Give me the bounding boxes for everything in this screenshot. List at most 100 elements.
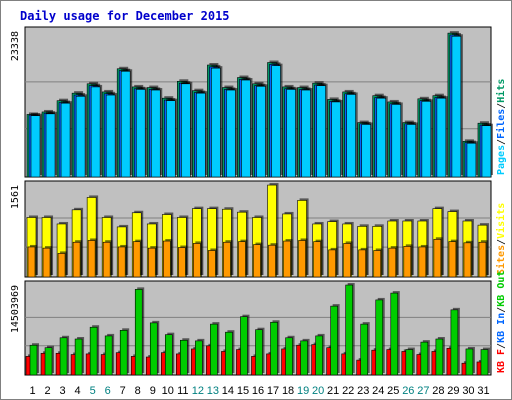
bar-sites-day-2 (42, 247, 51, 278)
x-tick-label-day-20: 20 (312, 385, 324, 397)
x-tick-label-day-9: 9 (150, 385, 156, 397)
x-tick-label-day-18: 18 (282, 385, 294, 397)
bar-pages-day-27 (421, 101, 432, 178)
bar-pages-day-26 (406, 124, 417, 178)
bar-sites-day-5 (87, 240, 96, 278)
bar-kb-out-day-6 (104, 335, 113, 376)
bar-pages-day-3 (60, 102, 71, 178)
bar-pages-day-16 (256, 85, 266, 178)
bar-sites-day-9 (147, 247, 156, 278)
bar-kb-out-day-7 (119, 330, 128, 376)
bar-sites-day-19 (298, 240, 306, 278)
bar-sites-day-17 (268, 244, 276, 278)
x-tick-label-day-16: 16 (252, 385, 264, 397)
legend-separator: / (496, 307, 507, 313)
bar-sites-day-22 (343, 243, 351, 278)
bar-pages-day-8 (135, 89, 146, 178)
bar-kb-out-day-3 (59, 337, 68, 376)
bar-sites-day-21 (328, 249, 336, 278)
bar-sites-day-20 (313, 241, 321, 278)
x-tick-label-day-7: 7 (120, 385, 126, 397)
legend-separator: / (496, 239, 507, 245)
bar-kb-out-day-17 (270, 321, 278, 376)
x-tick-label-day-3: 3 (60, 385, 66, 397)
bar-kb-out-day-15 (240, 316, 248, 376)
bar-kb-out-day-25 (390, 292, 399, 376)
bar-sites-day-18 (283, 240, 291, 278)
bar-sites-day-31 (478, 241, 487, 278)
bar-pages-day-10 (165, 100, 176, 178)
bar-pages-day-18 (286, 89, 296, 178)
x-tick-label-day-27: 27 (417, 385, 429, 397)
bar-pages-day-20 (316, 85, 326, 178)
bar-kb-out-day-13 (210, 323, 218, 376)
bar-pages-day-9 (150, 89, 161, 178)
bar-kb-out-day-16 (255, 329, 263, 376)
legend-separator: / (496, 139, 507, 145)
chart-title: Daily usage for December 2015 (20, 9, 230, 23)
bar-pages-day-22 (346, 94, 356, 178)
bar-sites-day-11 (178, 247, 186, 278)
bar-pages-day-31 (481, 125, 492, 178)
bar-sites-day-16 (253, 244, 261, 278)
bar-pages-day-13 (211, 67, 221, 178)
bar-pages-day-25 (391, 104, 402, 178)
bar-kb-out-day-21 (330, 305, 338, 376)
bar-kb-out-day-30 (465, 348, 474, 376)
x-tick-label-day-6: 6 (105, 385, 111, 397)
bar-pages-day-7 (120, 70, 131, 178)
x-tick-label-day-22: 22 (342, 385, 354, 397)
bar-sites-day-15 (238, 241, 246, 278)
x-tick-label-day-1: 1 (29, 385, 35, 397)
x-tick-label-day-5: 5 (90, 385, 96, 397)
bar-sites-day-29 (448, 241, 457, 278)
bar-kb-out-day-5 (89, 326, 98, 376)
legend-kb-out: KB Out (496, 271, 507, 307)
bar-sites-day-14 (223, 241, 231, 278)
x-tick-label-day-2: 2 (44, 385, 50, 397)
bar-kb-out-day-10 (164, 334, 173, 376)
x-tick-label-day-8: 8 (135, 385, 141, 397)
bar-sites-day-25 (388, 247, 397, 278)
legend-files: Files (495, 109, 507, 139)
bar-kb-out-day-19 (300, 340, 308, 376)
bar-pages-day-15 (241, 79, 251, 178)
bar-kb-out-day-9 (149, 322, 158, 376)
bar-kb-out-day-11 (180, 339, 188, 376)
bar-pages-day-14 (226, 89, 236, 178)
x-tick-label-day-12: 12 (192, 385, 204, 397)
x-tick-label-day-26: 26 (402, 385, 414, 397)
bar-kb-out-day-22 (345, 284, 353, 376)
bar-pages-day-4 (75, 95, 86, 178)
bar-pages-day-30 (466, 142, 477, 178)
x-tick-label-day-19: 19 (297, 385, 309, 397)
bar-sites-day-7 (117, 246, 126, 278)
bar-sites-day-13 (208, 250, 216, 278)
bar-sites-day-23 (358, 249, 367, 278)
bar-pages-day-11 (181, 83, 191, 178)
legend-hits: Hits (495, 79, 507, 103)
bar-kb-out-day-14 (225, 331, 233, 376)
bar-sites-day-8 (132, 241, 141, 278)
x-tick-label-day-11: 11 (177, 385, 188, 397)
legend-kb-in: KB In (496, 313, 507, 343)
bar-sites-day-6 (102, 241, 111, 278)
bar-pages-day-21 (331, 101, 341, 178)
bar-kb-out-day-20 (315, 335, 323, 376)
bar-kb-out-day-2 (44, 347, 53, 376)
legend-pages: Pages (496, 145, 507, 175)
bar-pages-day-1 (30, 115, 41, 178)
legend-separator: / (496, 103, 507, 109)
x-tick-label-day-4: 4 (75, 385, 81, 397)
bar-sites-day-24 (373, 250, 382, 278)
bar-kb-out-day-26 (405, 349, 414, 376)
bar-pages-day-23 (361, 124, 372, 178)
legend-kb-f: KB F (496, 349, 507, 373)
legend-visits: Visits (495, 203, 507, 239)
bar-pages-day-29 (451, 35, 462, 178)
x-tick-label-day-14: 14 (222, 385, 234, 397)
panel-top-legend: Pages/Files/Hits (495, 79, 507, 175)
bar-kb-out-day-8 (134, 289, 143, 376)
bar-kb-out-day-29 (450, 309, 459, 376)
